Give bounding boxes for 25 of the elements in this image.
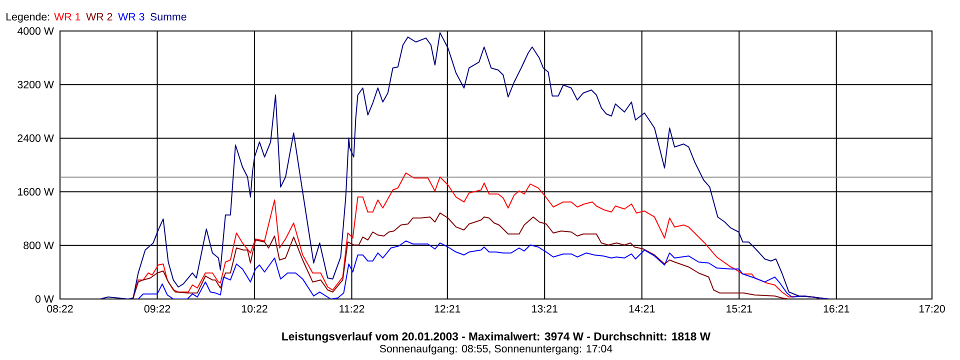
y-tick-label: 2400 W	[18, 134, 54, 142]
x-tick-label: 12:21	[434, 305, 460, 312]
x-tick-label: 15:21	[726, 305, 752, 313]
x-tick-label: 10:22	[242, 305, 268, 313]
x-tick-label: 13:21	[532, 305, 558, 313]
y-tick-label: 0 W	[35, 295, 54, 303]
x-tick-label: 09:22	[144, 305, 170, 313]
x-tick-label: 17:20	[919, 305, 945, 313]
text: WR 3	[118, 12, 144, 21]
line-series	[132, 212, 790, 299]
text: Leistungsverlauf vom 20.01.2003 - Maximalwert: 3974 W - Durchschnitt: 1818 W	[282, 332, 711, 343]
text: Sonnenaufgang: 08:55, Sonnenuntergang: 17:04	[380, 344, 612, 355]
y-tick-label: 4000 W	[17, 27, 54, 35]
x-tick-label: 16:21	[824, 305, 850, 313]
x-tick-label: 08:22	[47, 305, 73, 313]
y-tick-label: 800 W	[24, 242, 54, 250]
text: WR 2	[86, 12, 112, 20]
legend-title: Legende:	[6, 12, 50, 23]
y-tick-label: 1600 W	[18, 188, 54, 196]
line-series	[132, 172, 822, 299]
y-tick-label: 3200 W	[18, 80, 54, 88]
text: Summe	[150, 12, 186, 21]
text: WR 1	[54, 13, 80, 20]
x-tick-label: 14:21	[629, 305, 655, 312]
x-tick-label: 11:22	[340, 305, 364, 312]
